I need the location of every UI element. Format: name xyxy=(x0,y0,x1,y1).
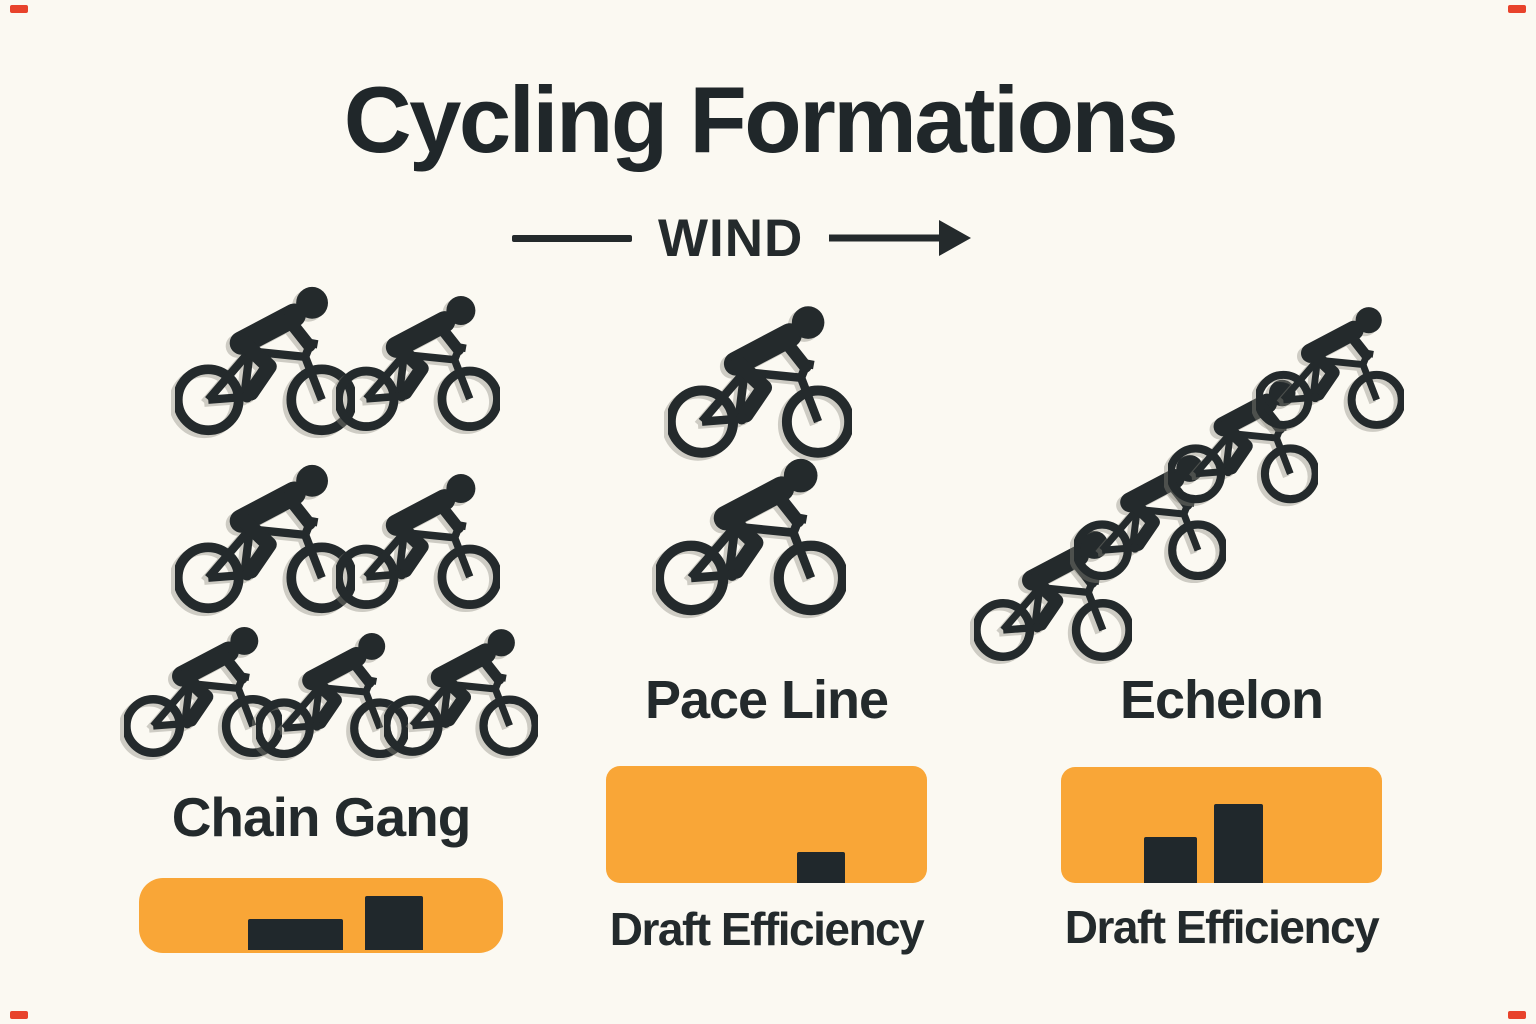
cyclist-icon xyxy=(1256,306,1404,430)
draft-efficiency-caption: Draft Efficiency xyxy=(609,903,925,955)
wind-label: WIND xyxy=(658,208,804,268)
pace-line-label: Pace Line xyxy=(644,670,889,730)
efficiency-bar xyxy=(365,896,423,950)
pace-line-efficiency-gauge xyxy=(606,766,927,883)
corner-mark xyxy=(10,1011,28,1019)
wind-line xyxy=(512,234,632,242)
chain-gang-label: Chain Gang xyxy=(171,786,472,848)
cyclist-icon xyxy=(668,305,852,459)
corner-mark xyxy=(10,5,28,13)
corner-mark xyxy=(1508,5,1526,13)
echelon-efficiency-gauge xyxy=(1061,767,1382,883)
echelon-label: Echelon xyxy=(1119,670,1324,730)
wind-indicator: WIND xyxy=(512,208,972,268)
chain-gang-efficiency-gauge xyxy=(139,878,503,953)
efficiency-bar xyxy=(797,852,845,883)
corner-mark xyxy=(1508,1011,1526,1019)
efficiency-bar xyxy=(248,919,343,950)
cyclist-icon xyxy=(656,458,846,616)
cyclist-icon xyxy=(175,286,355,436)
arrow-right-icon xyxy=(829,220,972,256)
cyclist-icon xyxy=(336,295,500,432)
cyclist-icon xyxy=(336,473,500,610)
page-title: Cycling Formations xyxy=(343,67,1179,172)
efficiency-bar xyxy=(1214,804,1263,883)
draft-efficiency-caption: Draft Efficiency xyxy=(1064,901,1380,953)
cyclist-icon xyxy=(384,628,538,757)
cyclist-icon xyxy=(175,464,355,614)
efficiency-bar xyxy=(1144,837,1197,883)
